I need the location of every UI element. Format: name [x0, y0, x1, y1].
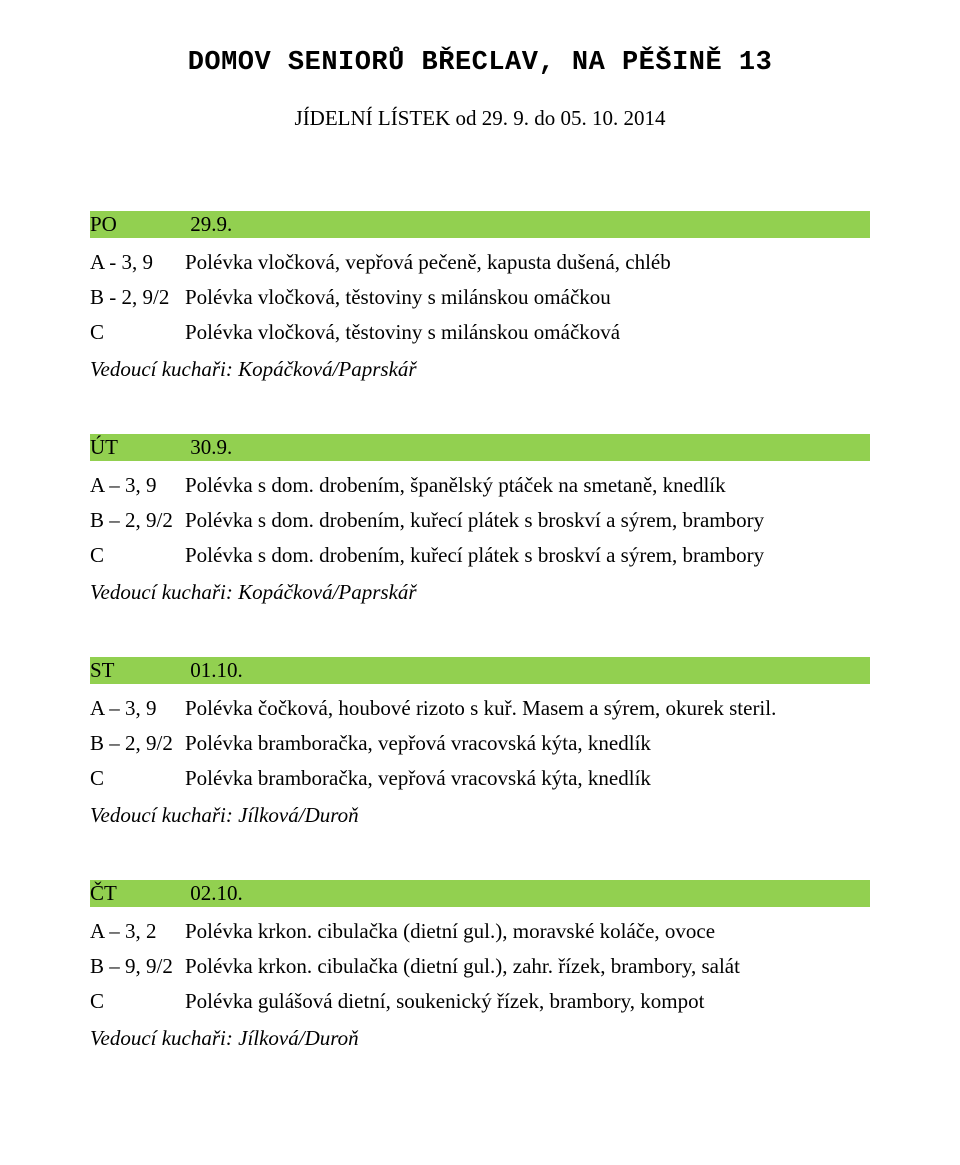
menu-desc: Polévka s dom. drobením, kuřecí plátek s… — [185, 545, 870, 566]
menu-code: B – 2, 9/2 — [90, 733, 185, 754]
menu-code: B - 2, 9/2 — [90, 287, 185, 308]
menu-code: A – 3, 9 — [90, 475, 185, 496]
day-header: ÚT 30.9. — [90, 434, 870, 461]
menu-item: B – 2, 9/2 Polévka s dom. drobením, kuře… — [90, 510, 870, 531]
day-date: 29.9. — [190, 211, 232, 238]
menu-code: B – 2, 9/2 — [90, 510, 185, 531]
menu-desc: Polévka gulášová dietní, soukenický říze… — [185, 991, 870, 1012]
menu-code: C — [90, 768, 185, 789]
menu-item: B – 9, 9/2 Polévka krkon. cibulačka (die… — [90, 956, 870, 977]
day-header: ČT 02.10. — [90, 880, 870, 907]
chefs-line: Vedoucí kuchaři: Kopáčková/Paprskář — [90, 357, 870, 382]
menu-item: A – 3, 9 Polévka s dom. drobením, španěl… — [90, 475, 870, 496]
menu-item: C Polévka gulášová dietní, soukenický ří… — [90, 991, 870, 1012]
day-abbr: ST — [90, 657, 185, 684]
menu-desc: Polévka s dom. drobením, kuřecí plátek s… — [185, 510, 870, 531]
menu-code: B – 9, 9/2 — [90, 956, 185, 977]
menu-item: B – 2, 9/2 Polévka bramboračka, vepřová … — [90, 733, 870, 754]
chefs-line: Vedoucí kuchaři: Jílková/Duroň — [90, 803, 870, 828]
chefs-line: Vedoucí kuchaři: Jílková/Duroň — [90, 1026, 870, 1051]
day-abbr: PO — [90, 211, 185, 238]
menu-code: A - 3, 9 — [90, 252, 185, 273]
day-header: PO 29.9. — [90, 211, 870, 238]
menu-block: ČT 02.10. A – 3, 2 Polévka krkon. cibula… — [90, 880, 870, 1051]
menu-desc: Polévka krkon. cibulačka (dietní gul.), … — [185, 956, 870, 977]
menu-item: C Polévka vločková, těstoviny s milánsko… — [90, 322, 870, 343]
menu-block: ST 01.10. A – 3, 9 Polévka čočková, houb… — [90, 657, 870, 828]
day-date: 30.9. — [190, 434, 232, 461]
day-date: 02.10. — [190, 880, 243, 907]
menu-desc: Polévka bramboračka, vepřová vracovská k… — [185, 733, 870, 754]
day-header: ST 01.10. — [90, 657, 870, 684]
menu-desc: Polévka vločková, těstoviny s milánskou … — [185, 322, 870, 343]
day-date: 01.10. — [190, 657, 243, 684]
menu-code: A – 3, 2 — [90, 921, 185, 942]
menu-block: ÚT 30.9. A – 3, 9 Polévka s dom. drobení… — [90, 434, 870, 605]
menu-item: A - 3, 9 Polévka vločková, vepřová pečen… — [90, 252, 870, 273]
menu-item: A – 3, 2 Polévka krkon. cibulačka (dietn… — [90, 921, 870, 942]
page-subtitle: JÍDELNÍ LÍSTEK od 29. 9. do 05. 10. 2014 — [90, 106, 870, 131]
page-title: DOMOV SENIORŮ BŘECLAV, NA PĚŠINĚ 13 — [90, 48, 870, 78]
menu-desc: Polévka vločková, těstoviny s milánskou … — [185, 287, 870, 308]
menu-desc: Polévka vločková, vepřová pečeně, kapust… — [185, 252, 870, 273]
day-abbr: ČT — [90, 880, 185, 907]
menu-block: PO 29.9. A - 3, 9 Polévka vločková, vepř… — [90, 211, 870, 382]
day-abbr: ÚT — [90, 434, 185, 461]
menu-item: B - 2, 9/2 Polévka vločková, těstoviny s… — [90, 287, 870, 308]
chefs-line: Vedoucí kuchaři: Kopáčková/Paprskář — [90, 580, 870, 605]
menu-code: C — [90, 545, 185, 566]
menu-item: C Polévka s dom. drobením, kuřecí plátek… — [90, 545, 870, 566]
menu-code: A – 3, 9 — [90, 698, 185, 719]
menu-desc: Polévka bramboračka, vepřová vracovská k… — [185, 768, 870, 789]
menu-desc: Polévka čočková, houbové rizoto s kuř. M… — [185, 698, 870, 719]
menu-item: C Polévka bramboračka, vepřová vracovská… — [90, 768, 870, 789]
menu-code: C — [90, 322, 185, 343]
menu-code: C — [90, 991, 185, 1012]
menu-desc: Polévka s dom. drobením, španělský ptáče… — [185, 475, 870, 496]
menu-item: A – 3, 9 Polévka čočková, houbové rizoto… — [90, 698, 870, 719]
menu-desc: Polévka krkon. cibulačka (dietní gul.), … — [185, 921, 870, 942]
